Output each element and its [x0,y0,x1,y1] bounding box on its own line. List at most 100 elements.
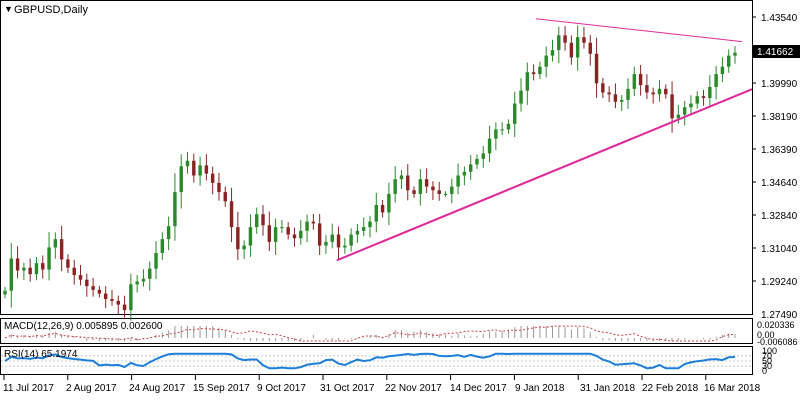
price-axis-label: 1.36390 [761,145,798,156]
bull-candle [368,221,372,228]
bear-candle [412,190,416,194]
time-axis-label: 22 Feb 2018 [642,383,699,394]
bull-candle [487,138,492,154]
bear-candle [437,190,441,194]
bear-candle [223,192,227,202]
macd-axis-label: -0.006086 [757,337,798,347]
bull-candle [242,245,246,250]
bull-candle [481,153,485,159]
time-axis-label: 9 Oct 2017 [257,383,306,394]
bull-candle [443,193,448,195]
bull-candle [676,114,681,119]
current-price-marker [753,45,800,58]
bull-candle [361,227,366,231]
bear-candle [607,92,611,95]
bull-candle [53,239,58,248]
rsi-layer [1,352,752,370]
rsi-label: RSI(14) 65.1974 [4,349,78,360]
bull-candle [714,74,718,87]
rsi-axis-label: 30 [762,361,772,371]
bull-candle [349,234,353,246]
bull-candle [343,245,347,248]
bull-candle [173,192,177,227]
bull-candle [141,278,146,282]
time-axis-label: 9 Jan 2018 [515,383,565,394]
time-axis-label: 31 Oct 2017 [320,383,375,394]
time-axis-label: 2 Aug 2017 [66,383,117,394]
bull-candle [519,90,523,104]
bull-candle [456,175,460,187]
trendline-support[interactable] [336,88,753,262]
bear-candle [210,173,215,183]
candles-layer [3,25,737,321]
price-axis-label: 1.43540 [761,13,798,24]
bull-candle [632,74,637,89]
bear-candle [431,186,435,191]
bull-candle [557,35,561,51]
bear-candle [261,214,265,226]
bull-candle [525,72,530,91]
bull-candle [733,52,737,56]
rsi-axis-label: 70 [762,351,772,361]
bull-candle [299,230,303,239]
bull-candle [544,55,548,67]
bear-candle [97,289,102,294]
bull-candle [500,129,504,131]
bull-candle [305,221,309,231]
bull-candle [387,193,391,213]
bear-candle [78,275,83,280]
bear-candle [122,304,127,311]
trendlines-layer[interactable] [336,18,753,262]
rsi-axis-label: 0 [762,366,767,376]
bull-candle [506,123,511,130]
time-axis-label: 16 Mar 2018 [704,383,761,394]
time-axis-label: 11 Jul 2017 [3,383,54,394]
chart-menu-icon[interactable]: ▼ [4,4,13,14]
macd-axis-label: 0.020336 [757,320,795,330]
bear-candle [336,234,341,248]
bear-candle [72,267,76,276]
bear-candle [317,223,322,246]
bull-candle [154,252,158,269]
macd-signal-line [4,325,736,342]
bull-candle [22,267,26,271]
bull-candle [374,205,379,222]
bear-candle [569,42,574,58]
macd-panel-frame [0,318,753,344]
bull-candle [620,99,624,102]
price-axis-label: 1.39990 [761,79,798,90]
bear-candle [594,53,599,84]
bull-candle [726,55,731,67]
bear-candle [638,74,643,86]
bear-candle [59,239,64,260]
bear-candle [701,96,706,99]
bear-candle [192,160,196,176]
bear-candle [204,165,209,174]
current-price-label: 1.41662 [757,47,794,58]
price-axis-label: 1.32840 [761,211,798,222]
bear-candle [41,263,45,270]
bull-candle [330,234,334,242]
macd-label: MACD(12,26,9) 0.005895 0.002600 [4,321,163,332]
bull-candle [657,88,662,95]
bull-candle [47,247,51,270]
bear-candle [236,227,240,250]
bull-candle [280,227,284,229]
bull-candle [468,164,473,172]
bear-candle [601,83,605,93]
time-axis-label: 14 Dec 2017 [450,383,507,394]
bull-candle [160,239,165,253]
bear-candle [292,234,297,239]
bear-candle [424,179,429,187]
bear-candle [66,259,70,268]
bull-candle [129,284,133,311]
bear-candle [103,293,108,300]
bull-candle [198,165,202,176]
trendline-resistance[interactable] [535,18,743,43]
bear-candle [267,225,272,242]
bear-candle [563,35,567,43]
price-axis-label: 1.29240 [761,277,798,288]
bull-candle [538,66,542,75]
bear-candle [229,201,234,228]
